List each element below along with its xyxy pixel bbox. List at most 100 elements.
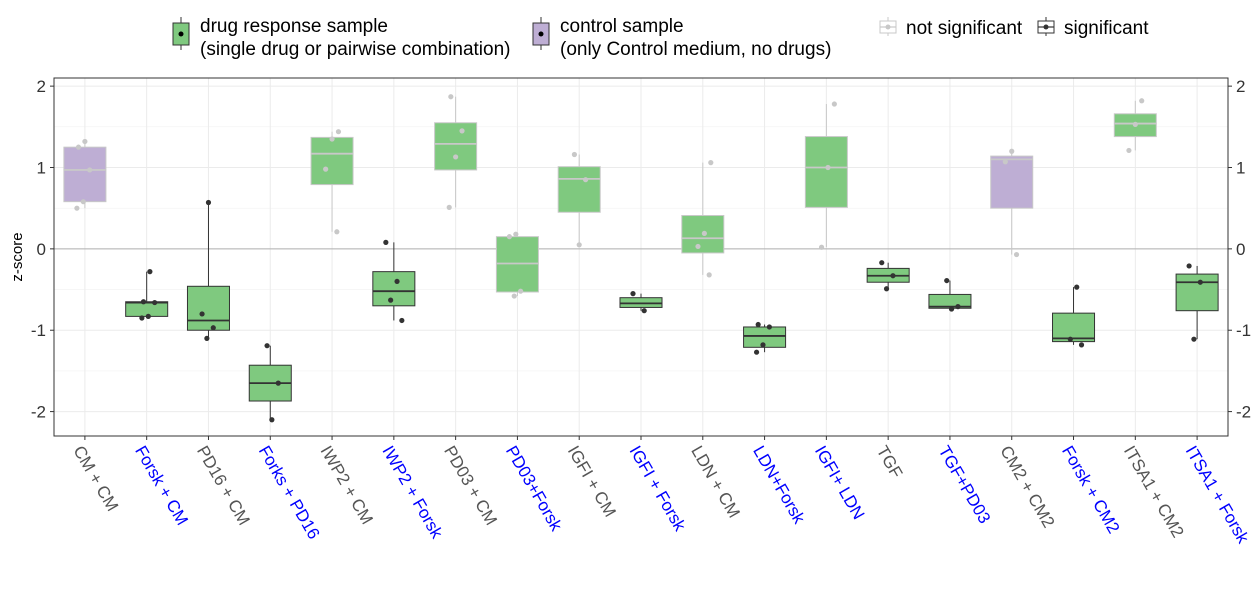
data-point: [269, 417, 275, 423]
x-tick-label: LDN+Forsk: [749, 443, 809, 528]
data-point: [706, 272, 712, 278]
data-point: [944, 277, 950, 284]
box-18: [1175, 265, 1219, 340]
data-point: [80, 199, 86, 205]
legend-significant-label: significant: [1064, 18, 1149, 39]
data-point: [74, 205, 80, 211]
x-tick-label: ITSA1 + Forsk: [1182, 443, 1253, 547]
box-8: [557, 154, 601, 245]
box-11: [743, 324, 787, 353]
legend-key-not-significant: [879, 17, 897, 36]
data-point: [701, 230, 707, 237]
box-3: [248, 345, 292, 420]
data-point: [1067, 336, 1073, 342]
data-point: [1126, 147, 1132, 154]
data-point: [955, 304, 961, 310]
data-point: [708, 160, 714, 166]
data-point: [388, 297, 394, 303]
data-point: [323, 166, 329, 172]
data-point: [506, 234, 513, 240]
x-tick-label: IWP2 + Forsk: [378, 443, 446, 543]
data-point: [890, 273, 896, 279]
y-axis-title: z-score: [9, 232, 26, 281]
x-tick-label: CM + CM: [69, 443, 122, 515]
y-tick-label-left: -2: [31, 403, 46, 422]
box-7: [495, 234, 539, 297]
data-point: [831, 101, 837, 107]
data-point: [448, 94, 454, 100]
box-body: [743, 326, 787, 348]
data-point: [383, 239, 389, 245]
data-point: [879, 260, 885, 266]
y-axis-right: -2 -1 0 1 2: [1228, 77, 1251, 422]
box-12: [804, 104, 848, 248]
box-4: [310, 131, 354, 232]
legend-drug-line1: drug response sample: [200, 16, 388, 37]
box-16: [1052, 287, 1096, 345]
data-point: [766, 324, 772, 330]
data-point: [199, 311, 205, 317]
box-13: [866, 262, 910, 289]
data-point: [1009, 148, 1015, 154]
box-body: [1175, 273, 1219, 312]
x-axis: CM + CM Forsk + CM PD16 + CM Forks + PD16IW…: [69, 436, 1253, 547]
data-point: [139, 315, 145, 321]
y-tick-label-right: -2: [1236, 403, 1251, 422]
data-point: [825, 164, 831, 171]
x-tick-label: ITSA1 + CM2: [1120, 443, 1188, 541]
data-point: [511, 293, 517, 299]
data-point: [204, 335, 210, 341]
data-point: [147, 269, 153, 275]
data-point: [275, 380, 281, 386]
box-body: [804, 136, 848, 208]
x-tick-label: Forks + PD16: [255, 443, 324, 543]
data-point: [513, 231, 519, 237]
box-body: [63, 146, 107, 203]
data-point: [335, 129, 342, 135]
data-point: [399, 317, 405, 324]
data-point: [883, 286, 890, 292]
x-tick-label: IGFI+ LDN: [811, 443, 868, 523]
box-15: [990, 151, 1034, 255]
box-6: [434, 96, 478, 208]
box-body: [557, 166, 601, 213]
x-tick-label: PD03 + CM: [440, 443, 501, 529]
data-point: [576, 242, 582, 248]
box-body: [1052, 312, 1096, 343]
data-point: [755, 321, 761, 328]
data-point: [583, 177, 589, 183]
x-tick-label: LDN + CM: [687, 443, 743, 522]
x-tick-label: CM2 + CM2: [996, 443, 1058, 531]
legend-drug-line2: (single drug or pairwise combination): [200, 39, 510, 60]
data-point: [1132, 121, 1138, 127]
legend-key-control: [532, 17, 550, 50]
legend-key-significant: [1037, 17, 1055, 36]
box-0: [63, 141, 107, 209]
data-point: [394, 278, 400, 285]
data-point: [140, 299, 147, 305]
box-5: [372, 242, 416, 321]
box-1: [125, 271, 169, 319]
y-tick-label-left: -1: [31, 321, 46, 340]
data-point: [641, 308, 647, 314]
data-point: [1013, 251, 1020, 258]
box-body: [434, 122, 478, 171]
x-tick-label: PD16 + CM: [193, 443, 254, 529]
box-body: [186, 285, 230, 331]
data-point: [264, 343, 270, 349]
x-tick-label: TGF+PD03: [934, 443, 994, 527]
data-point: [630, 291, 636, 297]
y-tick-label-left: 1: [37, 159, 46, 178]
y-tick-label-left: 2: [37, 77, 46, 96]
data-point: [1191, 336, 1197, 342]
data-point: [210, 325, 216, 331]
box-body: [125, 301, 169, 317]
box-body: [990, 155, 1034, 209]
data-point: [82, 138, 88, 145]
data-point: [334, 229, 340, 235]
data-point: [695, 243, 701, 250]
x-tick-label: IWP2 + CM: [317, 443, 377, 528]
data-point: [87, 167, 93, 173]
data-point: [145, 313, 151, 319]
